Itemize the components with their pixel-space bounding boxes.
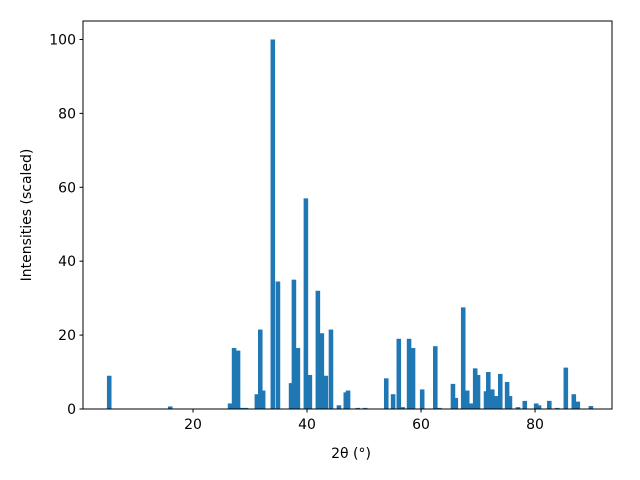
bar [307,375,313,409]
bar [167,406,173,409]
x-tick-label: 60 [412,417,430,433]
bar [410,348,416,409]
bar [504,382,510,409]
y-tick-label: 0 [67,402,76,418]
y-tick-label: 20 [58,328,76,344]
bar [419,389,425,409]
bar [303,198,309,409]
bar [588,406,594,409]
bar [295,348,301,409]
bar [390,394,396,409]
bar [239,407,245,409]
bar [536,405,542,409]
bar [227,403,233,409]
bar [522,400,528,409]
bar [235,350,241,409]
x-axis-label: 2θ (°) [331,446,371,462]
y-axis-label: Intensities (scaled) [19,149,35,282]
bar [472,368,478,409]
bar [396,338,402,409]
bar [260,390,266,409]
bar [315,290,321,409]
bar [453,397,459,409]
bar [515,407,521,409]
bar [507,396,513,409]
bar [450,383,456,409]
bar [563,367,569,409]
bar [486,372,491,409]
bar [270,39,276,409]
bar [490,389,495,409]
bar [106,375,112,409]
bar [533,403,539,409]
bar [383,378,389,409]
bar [355,407,361,409]
bar [275,281,281,409]
y-tick-label: 80 [58,106,76,122]
bar [345,390,351,409]
x-tick-label: 40 [298,417,316,433]
y-tick-label: 40 [58,254,76,270]
bar [547,400,552,409]
bar [468,403,474,409]
bar [288,383,294,409]
bar [323,375,329,409]
bar [319,333,325,409]
y-tick-label: 60 [58,180,76,196]
y-tick-label: 100 [49,32,76,48]
bar [291,279,297,409]
bar [400,407,406,409]
bar [231,348,237,409]
bar [575,401,581,409]
bar [483,391,489,409]
bar [406,338,412,409]
bar [460,307,466,409]
bar [494,396,499,409]
bar [243,407,249,409]
bar [336,405,342,409]
bar [433,346,438,409]
bar [258,329,263,409]
bar [497,373,503,409]
x-tick-label: 80 [526,417,544,433]
bar [571,394,577,409]
bar [362,407,368,409]
x-tick-label: 20 [184,417,202,433]
plot-frame [82,20,613,410]
bar [328,329,334,409]
bar [254,394,260,409]
bar [436,407,442,409]
bar [554,407,560,409]
bar [464,390,470,409]
bar [475,375,481,409]
